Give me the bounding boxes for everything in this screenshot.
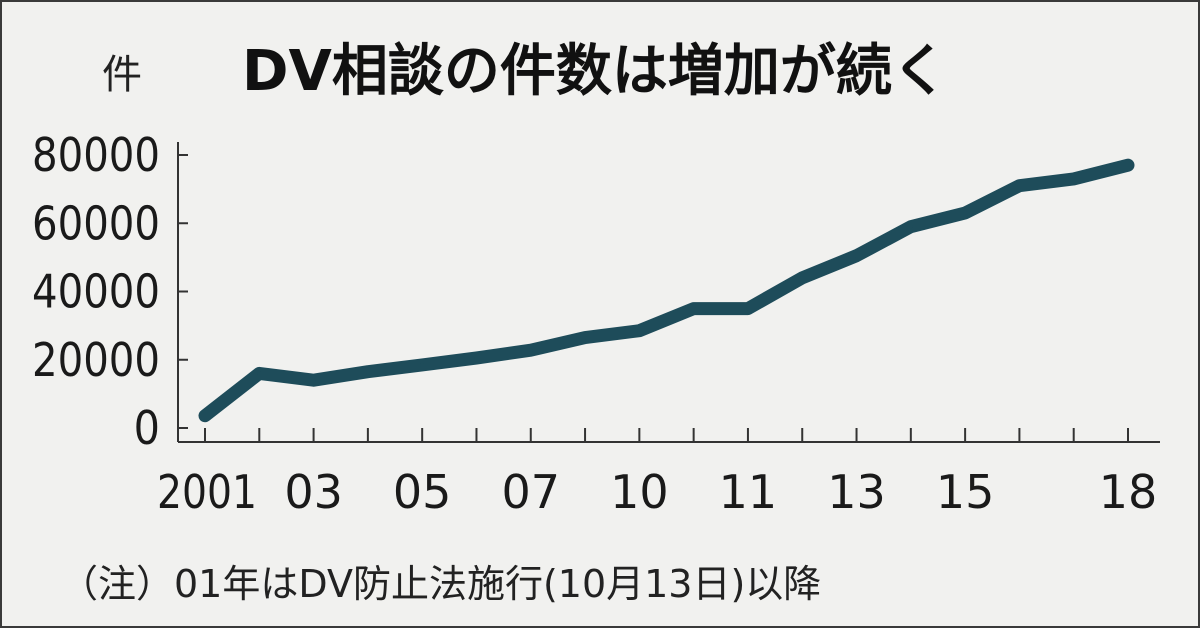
data-point	[420, 362, 425, 367]
x-tick-label: 2001	[157, 465, 257, 519]
y-unit-label: 件	[102, 52, 142, 98]
data-point	[257, 371, 262, 376]
series-line	[198, 158, 1135, 423]
x-tick-label: 10	[610, 465, 669, 519]
footnote: （注）01年はDV防止法施行(10月13日)以降	[60, 562, 821, 606]
data-point	[963, 211, 968, 216]
data-point	[800, 275, 805, 280]
data-point	[474, 356, 479, 361]
data-point	[745, 306, 750, 311]
data-point	[311, 378, 316, 383]
x-tick-label: 15	[936, 465, 995, 519]
data-point	[854, 253, 859, 258]
data-point	[1126, 163, 1130, 168]
x-tick-label: 07	[501, 465, 560, 519]
y-tick-label: 40000	[32, 265, 160, 319]
data-point	[691, 306, 696, 311]
axes: 80000 60000 40000 20000 0 2001 03 05 07 10 11 13 15 1…	[32, 128, 1160, 519]
y-tick-label: 60000	[32, 196, 160, 250]
data-point	[1071, 176, 1076, 181]
data-point	[637, 328, 642, 333]
x-tick-label: 13	[827, 465, 886, 519]
data-point	[583, 335, 588, 340]
y-tick-label: 20000	[32, 333, 160, 387]
data-point	[203, 413, 207, 418]
data-point	[365, 369, 370, 374]
data-point	[908, 224, 913, 229]
x-tick-label: 05	[393, 465, 452, 519]
x-tick-label: 11	[719, 465, 778, 519]
series-group	[198, 158, 1135, 423]
y-tick-label: 0	[134, 401, 160, 455]
data-point	[1017, 183, 1022, 188]
x-tick-label: 03	[284, 465, 343, 519]
chart-title: DV相談の件数は増加が続く	[242, 39, 948, 104]
x-tick-label: 18	[1099, 465, 1158, 519]
y-tick-label: 80000	[32, 128, 160, 182]
data-point	[528, 348, 533, 353]
